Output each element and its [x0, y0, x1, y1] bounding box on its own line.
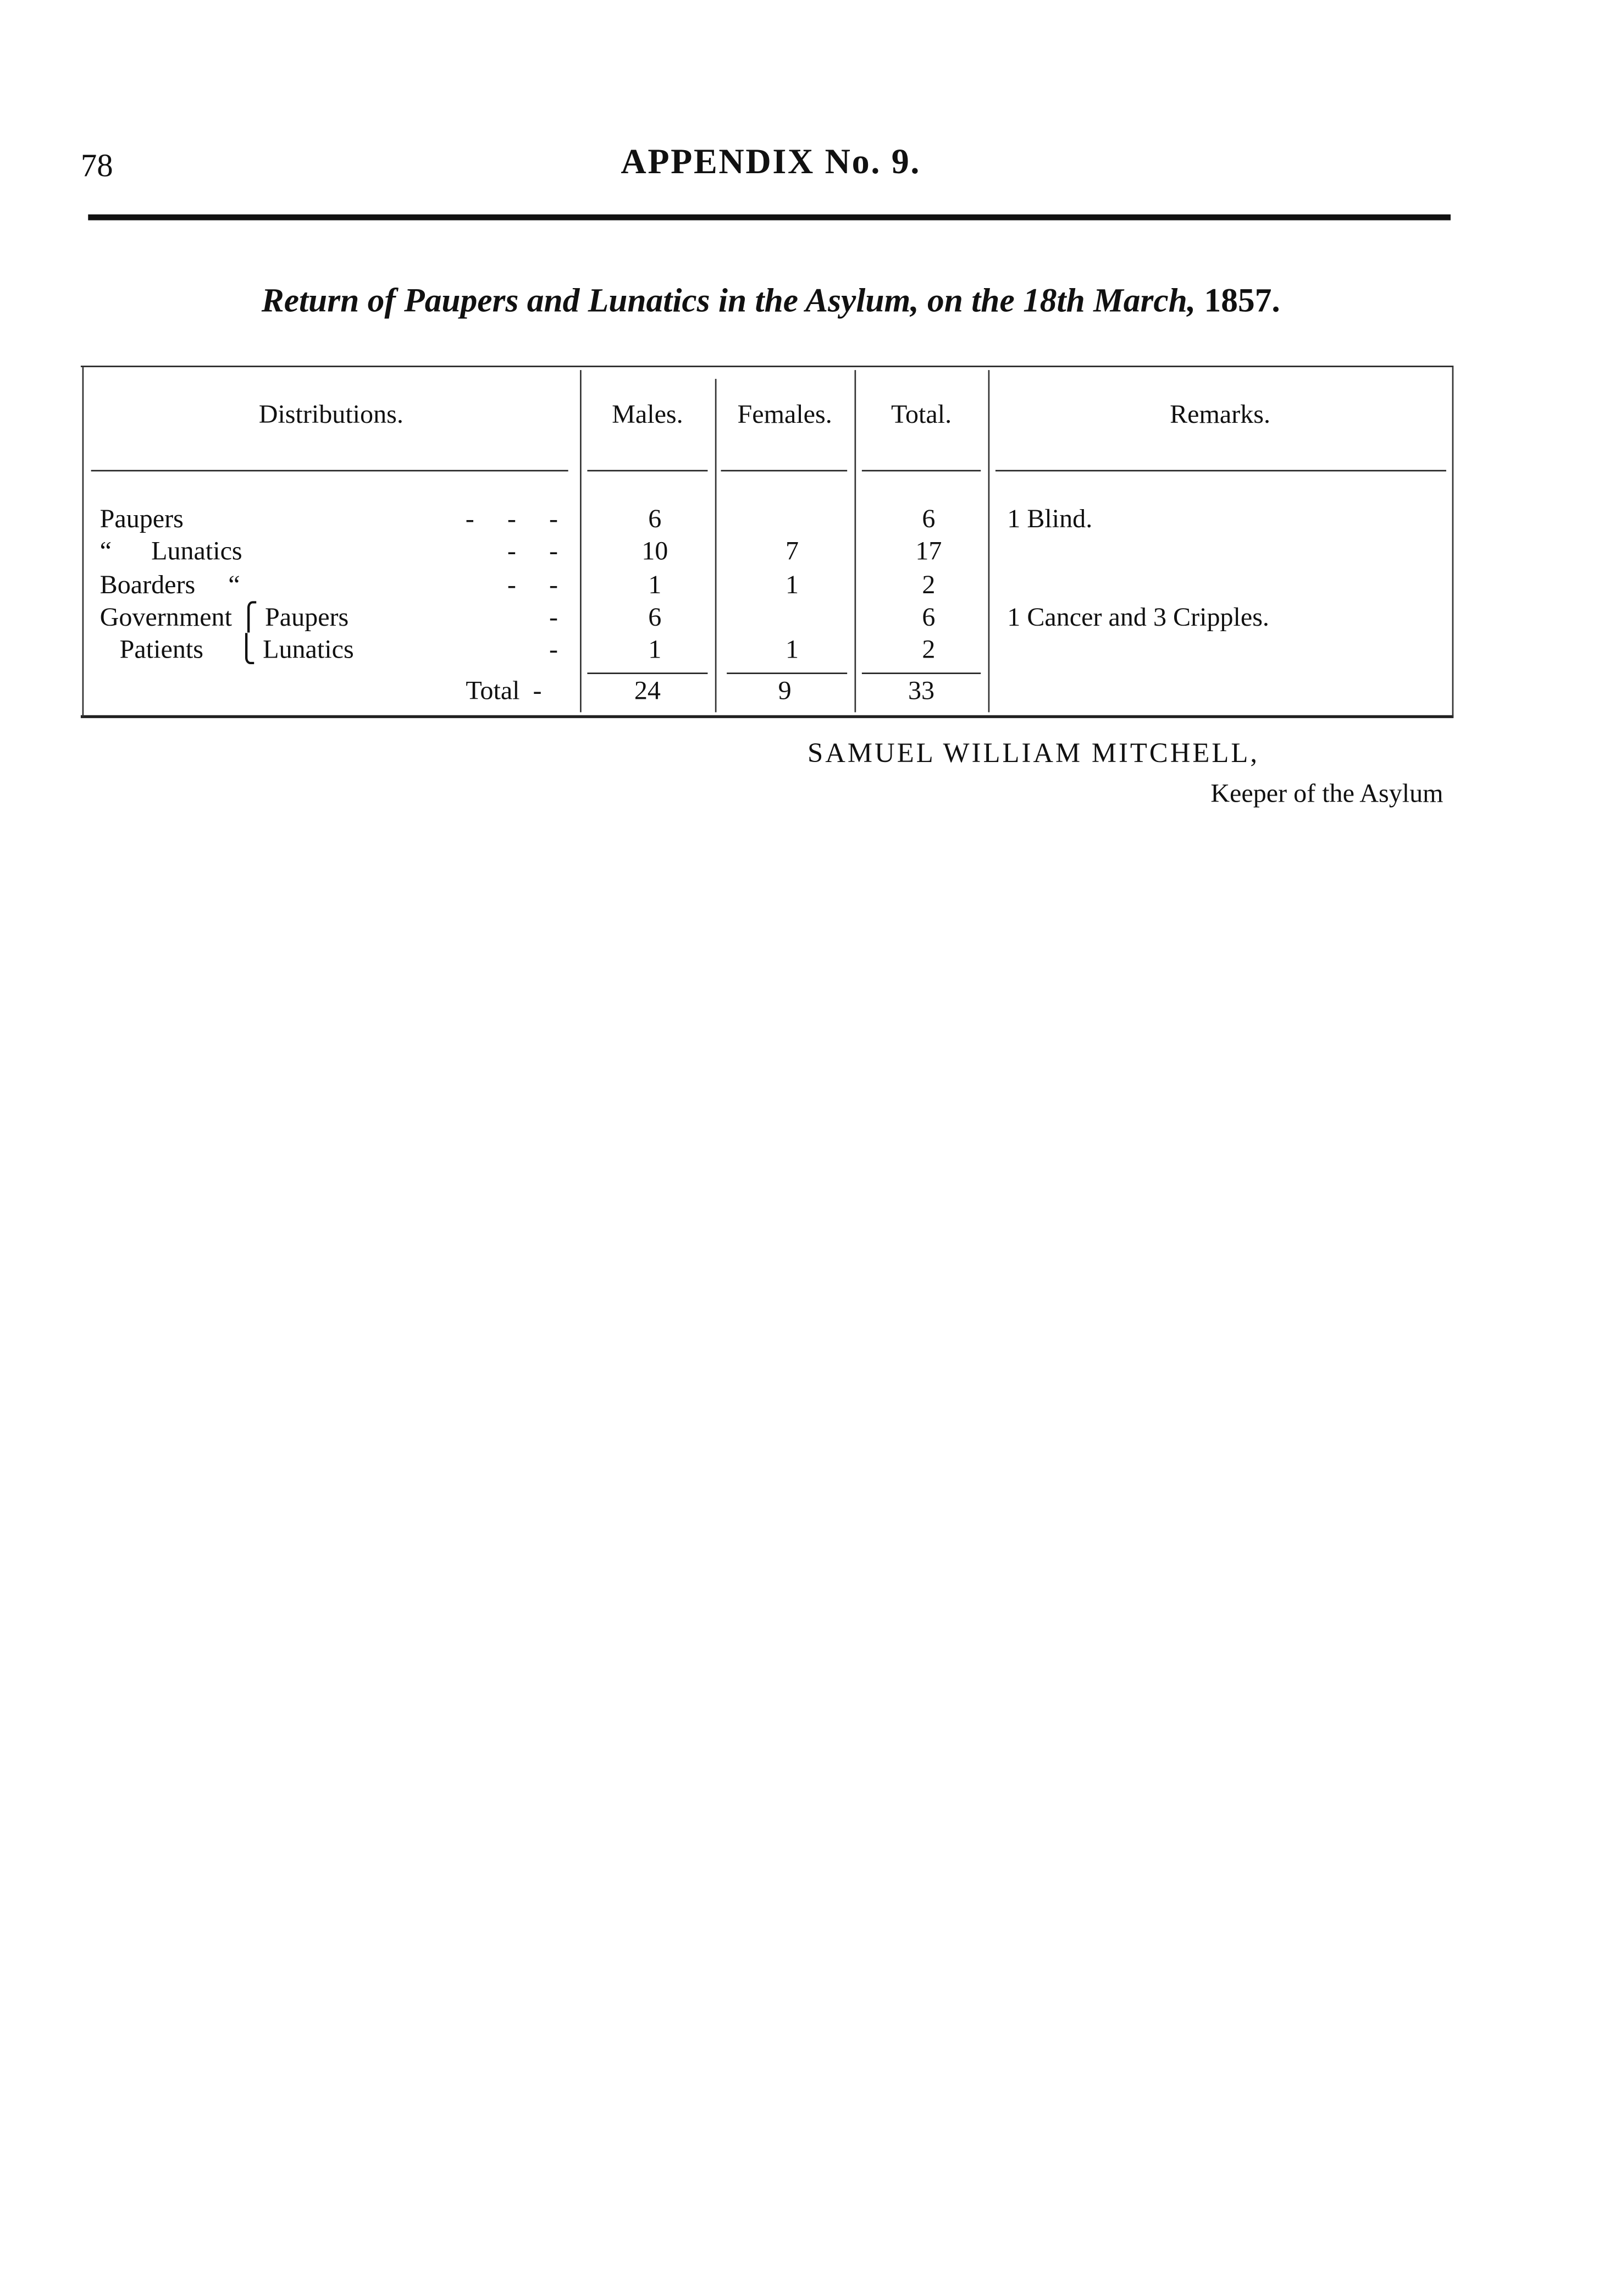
sum-rule	[861, 672, 981, 674]
header-distributions: Distributions.	[258, 399, 403, 429]
header-underline	[995, 470, 1446, 472]
header-underline	[91, 470, 568, 472]
total-label: Total -	[466, 675, 542, 705]
sum-rule	[727, 672, 848, 674]
caption-text: Return of Paupers and Lunatics in the As…	[261, 282, 1196, 319]
row-label: Government ⎧ Paupers	[99, 602, 349, 632]
row-label: Boarders “	[99, 570, 240, 599]
row-leader-dashes: - -	[507, 570, 558, 599]
row-males: 6	[648, 504, 662, 533]
caption-year: 1857.	[1204, 282, 1280, 319]
row-females: 1	[785, 634, 799, 664]
row-label: Patients ⎩ Lunatics	[99, 634, 354, 664]
table-right-border	[1452, 367, 1454, 717]
table-caption: Return of Paupers and Lunatics in the As…	[0, 282, 1542, 320]
row-total: 6	[922, 602, 936, 632]
total-total: 33	[908, 675, 935, 705]
row-total: 6	[922, 504, 936, 533]
column-divider	[580, 370, 582, 713]
header-underline	[587, 470, 708, 472]
total-females: 9	[778, 675, 792, 705]
header-females: Females.	[737, 399, 832, 429]
row-leader-dashes: - -	[507, 536, 558, 566]
table-top-border	[80, 366, 1454, 367]
row-total: 2	[922, 634, 936, 664]
row-remarks: 1 Blind.	[1007, 504, 1093, 533]
total-males: 24	[634, 675, 661, 705]
row-males: 1	[648, 634, 662, 664]
row-leader-dashes: -	[549, 602, 558, 632]
row-total: 17	[915, 536, 942, 566]
row-males: 1	[648, 570, 662, 599]
column-divider	[715, 379, 717, 713]
header-underline	[721, 470, 848, 472]
row-label: “ Lunatics	[99, 536, 242, 566]
row-leader-dashes: - - -	[465, 504, 558, 533]
column-divider	[854, 370, 856, 713]
page-number: 78	[80, 147, 113, 184]
row-males: 10	[641, 536, 668, 566]
row-label: Paupers	[99, 504, 184, 533]
header-males: Males.	[612, 399, 683, 429]
row-females: 7	[785, 536, 799, 566]
row-remarks: 1 Cancer and 3 Cripples.	[1007, 602, 1269, 632]
table-bottom-border	[80, 715, 1454, 719]
signature-name: SAMUEL WILLIAM MITCHELL,	[808, 738, 1260, 770]
header-total: Total.	[891, 399, 952, 429]
row-males: 6	[648, 602, 662, 632]
row-total: 2	[922, 570, 936, 599]
table-left-border	[82, 367, 84, 717]
sum-rule	[587, 672, 708, 674]
header-remarks: Remarks.	[1170, 399, 1271, 429]
header-underline	[861, 470, 981, 472]
row-females: 1	[785, 570, 799, 599]
appendix-heading: APPENDIX No. 9.	[621, 144, 921, 183]
heading-rule	[88, 214, 1451, 220]
signature-title: Keeper of the Asylum	[1210, 778, 1443, 808]
column-divider	[988, 370, 990, 713]
row-leader-dashes: -	[549, 634, 558, 664]
